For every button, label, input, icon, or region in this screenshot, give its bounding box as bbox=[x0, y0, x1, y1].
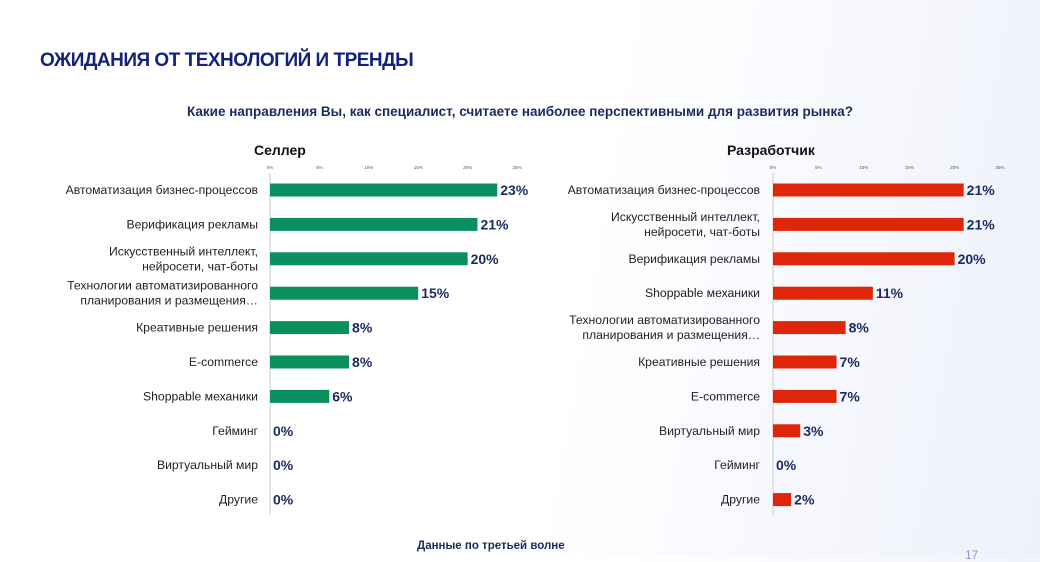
category-label: нейросети, чат-боты bbox=[142, 259, 258, 273]
category-label: Креативные решения bbox=[638, 355, 760, 369]
data-label: 11% bbox=[876, 285, 904, 301]
bar bbox=[773, 389, 837, 403]
category-label: Верификация рекламы bbox=[126, 217, 258, 231]
data-label: 0% bbox=[273, 492, 294, 508]
data-label: 21% bbox=[480, 216, 509, 232]
bar bbox=[270, 321, 350, 335]
bar bbox=[773, 355, 837, 369]
category-label: Автоматизация бизнес-процессов bbox=[568, 183, 760, 197]
page-title: ОЖИДАНИЯ ОТ ТЕХНОЛОГИЙ И ТРЕНДЫ bbox=[40, 50, 414, 71]
axis-tick-label: 5% bbox=[815, 165, 822, 170]
data-label: 0% bbox=[273, 423, 294, 439]
axis-tick-label: 20% bbox=[463, 165, 472, 170]
survey-question: Какие направления Вы, как специалист, сч… bbox=[187, 104, 853, 119]
category-label: планирования и размещения… bbox=[80, 294, 258, 308]
axis-tick-label: 10% bbox=[859, 165, 868, 170]
bar bbox=[773, 286, 873, 300]
chart-title-developer: Разработчик bbox=[727, 142, 815, 158]
data-label: 0% bbox=[776, 457, 797, 473]
footer-note: Данные по третьей волне bbox=[417, 540, 565, 552]
bar bbox=[773, 183, 964, 197]
data-label: 7% bbox=[840, 354, 861, 370]
data-label: 8% bbox=[352, 354, 373, 370]
bar bbox=[773, 252, 955, 266]
category-label: Креативные решения bbox=[136, 321, 258, 335]
category-label: планирования и размещения… bbox=[582, 328, 760, 342]
axis-tick-label: 10% bbox=[364, 165, 373, 170]
category-label: Другие bbox=[219, 493, 258, 507]
axis-tick-label: 20% bbox=[950, 165, 959, 170]
category-label: E-commerce bbox=[189, 355, 258, 369]
data-label: 20% bbox=[958, 251, 987, 267]
bar bbox=[270, 252, 468, 266]
data-label: 23% bbox=[500, 182, 529, 198]
axis-tick-label: 0% bbox=[770, 165, 777, 170]
data-label: 3% bbox=[803, 423, 824, 439]
data-label: 0% bbox=[273, 457, 294, 473]
category-label: Виртуальный мир bbox=[157, 458, 258, 472]
axis-tick-label: 25% bbox=[512, 165, 521, 170]
bar bbox=[270, 217, 478, 231]
bar bbox=[270, 355, 350, 369]
bar bbox=[773, 321, 846, 335]
axis-tick-label: 0% bbox=[267, 165, 274, 170]
data-label: 6% bbox=[332, 388, 353, 404]
category-label: нейросети, чат-боты bbox=[644, 225, 760, 239]
category-label: E-commerce bbox=[691, 389, 760, 403]
bar bbox=[773, 493, 792, 507]
category-label: Shoppable механики bbox=[645, 286, 760, 300]
data-label: 7% bbox=[840, 388, 861, 404]
category-label: Искусственный интеллект, bbox=[611, 210, 760, 224]
bar bbox=[270, 389, 330, 403]
category-label: Искусственный интеллект, bbox=[109, 244, 258, 258]
category-label: Гейминг bbox=[714, 458, 760, 472]
bar bbox=[773, 424, 801, 438]
category-label: Виртуальный мир bbox=[659, 424, 760, 438]
axis-tick-label: 25% bbox=[995, 165, 1004, 170]
data-label: 2% bbox=[794, 492, 815, 508]
bar bbox=[773, 217, 964, 231]
data-label: 8% bbox=[849, 320, 870, 336]
category-label: Другие bbox=[721, 493, 760, 507]
category-label: Shoppable механики bbox=[143, 389, 258, 403]
category-label: Автоматизация бизнес-процессов bbox=[66, 183, 258, 197]
category-label: Технологии автоматизированного bbox=[569, 313, 760, 327]
axis-tick-label: 15% bbox=[905, 165, 914, 170]
data-label: 21% bbox=[967, 216, 996, 232]
data-label: 15% bbox=[421, 285, 450, 301]
data-label: 20% bbox=[471, 251, 500, 267]
axis-tick-label: 5% bbox=[316, 165, 323, 170]
category-label: Технологии автоматизированного bbox=[67, 279, 258, 293]
chart-title-seller: Селлер bbox=[254, 142, 306, 158]
bar bbox=[270, 183, 498, 197]
bar bbox=[270, 286, 419, 300]
category-label: Гейминг bbox=[212, 424, 258, 438]
axis-tick-label: 15% bbox=[414, 165, 423, 170]
category-label: Верификация рекламы bbox=[628, 252, 760, 266]
data-label: 8% bbox=[352, 320, 373, 336]
data-label: 21% bbox=[967, 182, 996, 198]
